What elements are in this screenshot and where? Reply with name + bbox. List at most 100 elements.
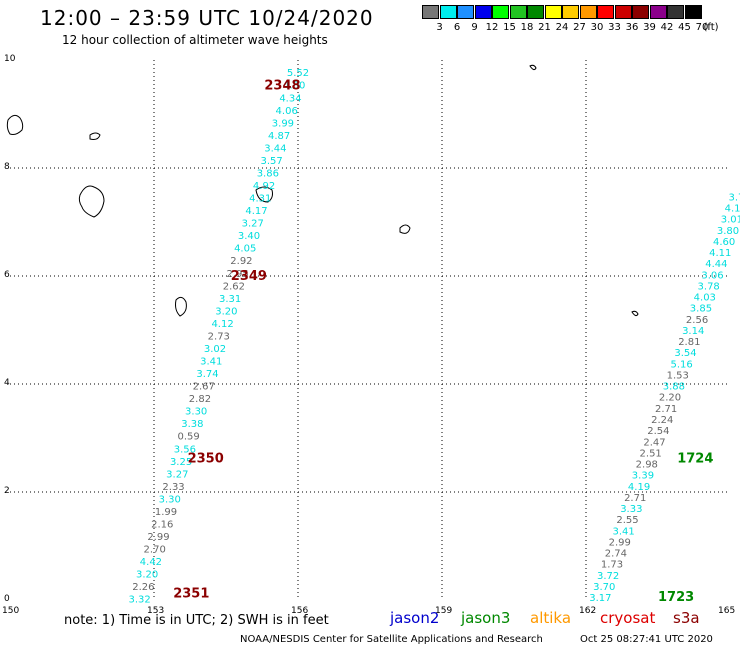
swh-value: 2.71 (624, 493, 646, 504)
swh-value: 5.16 (670, 359, 692, 370)
swh-value: 2.20 (659, 393, 681, 404)
swh-value: 1.99 (155, 507, 177, 518)
swh-value: 3.17 (589, 593, 611, 604)
island-outline (78, 185, 105, 218)
swh-value: 3.39 (632, 471, 654, 482)
swh-value: 5.52 (287, 68, 309, 79)
colorbar-label: 33 (608, 22, 621, 33)
swh-value: 3.78 (698, 281, 720, 292)
swh-value: 3.56 (174, 444, 196, 455)
pass-label: 2349 (231, 269, 267, 284)
y-tick-label: 10 (4, 54, 16, 64)
colorbar-label: 30 (590, 22, 604, 33)
swh-value: 3.32 (128, 595, 150, 606)
island-outline (89, 132, 101, 140)
island-outline (175, 296, 187, 317)
colorbar-swatch (527, 5, 544, 19)
colorbar-label: 39 (643, 22, 656, 33)
swh-value: 2.81 (678, 337, 700, 348)
swh-value: 3.02 (204, 344, 226, 355)
chart-title: 12:00 – 23:59 UTC 10/24/2020 (40, 6, 374, 30)
swh-value: 4.06 (276, 106, 298, 117)
x-tick-label: 153 (147, 606, 164, 616)
swh-value: 3.54 (674, 348, 696, 359)
x-tick-label: 165 (718, 606, 735, 616)
colorbar-label: 3 (436, 22, 443, 33)
pass-label: 1723 (658, 590, 694, 605)
swh-value: 3.57 (260, 156, 282, 167)
swh-value: 2.74 (605, 549, 627, 560)
colorbar-swatch (474, 5, 492, 19)
pass-label: 2348 (264, 79, 300, 94)
swh-value: 4.92 (253, 181, 275, 192)
colorbar-label: 9 (471, 22, 478, 33)
swh-value: 2.95 (227, 269, 249, 280)
y-tick-label: 2 (4, 486, 10, 496)
swh-value: 3.38 (181, 419, 203, 430)
swh-value: 2.92 (230, 256, 252, 267)
colorbar-label: 70 (695, 22, 709, 33)
swh-value: 4.31 (249, 194, 271, 205)
swh-value: 2.73 (208, 331, 230, 342)
swh-value: 2.67 (193, 382, 215, 393)
colorbar-swatch (562, 5, 579, 19)
island-outline (255, 186, 273, 203)
pass-label: 2350 (188, 451, 224, 466)
colorbar-swatch (509, 5, 527, 19)
y-tick-label: 6 (4, 270, 10, 280)
swh-value: 3.20 (136, 570, 158, 581)
swh-value: 2.99 (609, 537, 631, 548)
swh-value: 3.78 (728, 192, 740, 203)
swh-value: 3.44 (264, 143, 286, 154)
footer-note: note: 1) Time is in UTC; 2) SWH is in fe… (64, 613, 329, 628)
colorbar-label: 42 (660, 22, 674, 33)
swh-value: 2.16 (151, 519, 173, 530)
swh-value: 3.25 (170, 457, 192, 468)
swh-value: 2.55 (616, 515, 638, 526)
colorbar-label: 45 (678, 22, 691, 33)
swh-value: 2.98 (636, 460, 658, 471)
generation-timestamp: Oct 25 08:27:41 UTC 2020 (580, 634, 713, 645)
legend-s3a: s3a (673, 609, 700, 627)
y-tick-label: 0 (4, 594, 10, 604)
swh-value: 3.88 (663, 382, 685, 393)
colorbar-label: 12 (485, 22, 499, 33)
y-tick-label: 8 (4, 162, 10, 172)
swh-value: 3.31 (219, 294, 241, 305)
swh-value: 3.30 (185, 407, 207, 418)
colorbar-swatch (579, 5, 597, 19)
colorbar-label: 15 (503, 22, 516, 33)
swh-value: 3.20 (215, 306, 237, 317)
x-tick-label: 156 (291, 606, 308, 616)
colorbar-label: 6 (453, 22, 461, 33)
swh-value: 1.53 (667, 370, 689, 381)
colorbar-label: 27 (573, 22, 586, 33)
colorbar-swatch (597, 5, 614, 19)
credit-line: NOAA/NESDIS Center for Satellite Applica… (240, 634, 543, 645)
swh-value: 4.34 (279, 93, 301, 104)
colorbar-swatch (614, 5, 632, 19)
pass-label: 1724 (677, 451, 713, 466)
swh-value: 2.54 (647, 426, 669, 437)
swh-value: 3.27 (242, 219, 264, 230)
colorbar-unit: (ft) (703, 22, 719, 33)
swh-value: 2.70 (144, 545, 166, 556)
swh-value: 3.99 (272, 118, 294, 129)
island-outline (529, 64, 537, 71)
swh-value: 2.62 (223, 281, 245, 292)
swh-value: 3.74 (196, 369, 218, 380)
colorbar-swatch (667, 5, 684, 19)
x-tick-label: 159 (435, 606, 452, 616)
swh-value: 2.33 (162, 482, 184, 493)
colorbar-swatch (544, 5, 562, 19)
chart-subtitle: 12 hour collection of altimeter wave hei… (62, 33, 328, 47)
legend-altika: altika (530, 609, 572, 627)
legend-jason2: jason2 (390, 609, 440, 627)
swh-value: 2.26 (132, 582, 154, 593)
swh-value: 3.06 (701, 270, 723, 281)
colorbar-swatch (649, 5, 667, 19)
colorbar-label: 21 (538, 22, 551, 33)
colorbar-swatch (684, 5, 702, 19)
swh-value: 3.27 (166, 469, 188, 480)
